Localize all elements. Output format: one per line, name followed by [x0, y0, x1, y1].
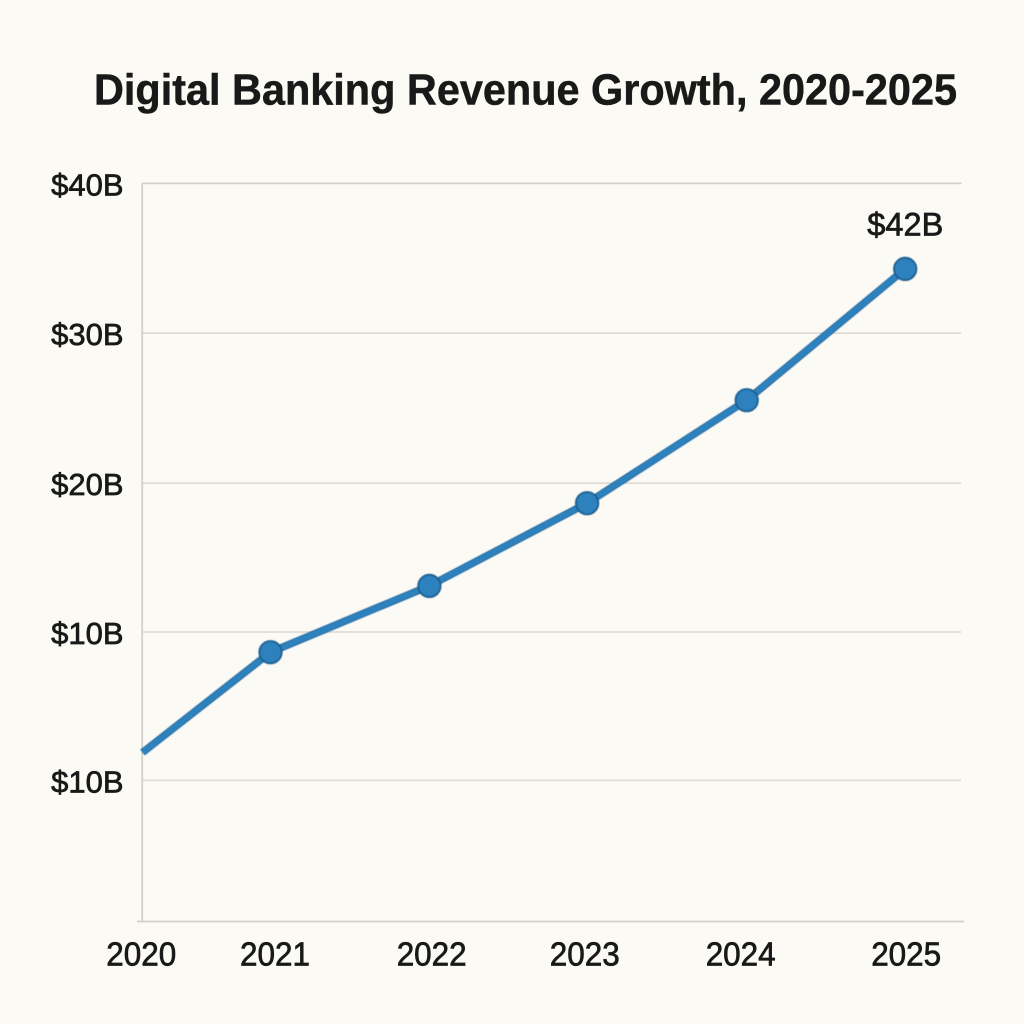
svg-text:$40B: $40B — [51, 167, 123, 202]
svg-text:$42B: $42B — [867, 206, 943, 242]
svg-text:2022: 2022 — [397, 935, 467, 972]
svg-text:2025: 2025 — [871, 935, 941, 972]
svg-text:$10B: $10B — [51, 616, 123, 651]
svg-text:$20B: $20B — [51, 467, 123, 502]
svg-text:2021: 2021 — [240, 935, 310, 972]
svg-text:Digital Banking Revenue Growth: Digital Banking Revenue Growth, 2020-202… — [94, 66, 957, 115]
svg-text:$10B: $10B — [51, 764, 123, 799]
svg-text:2023: 2023 — [550, 935, 620, 972]
svg-text:$30B: $30B — [51, 317, 123, 352]
svg-text:2024: 2024 — [706, 935, 776, 972]
svg-text:2020: 2020 — [106, 935, 176, 972]
